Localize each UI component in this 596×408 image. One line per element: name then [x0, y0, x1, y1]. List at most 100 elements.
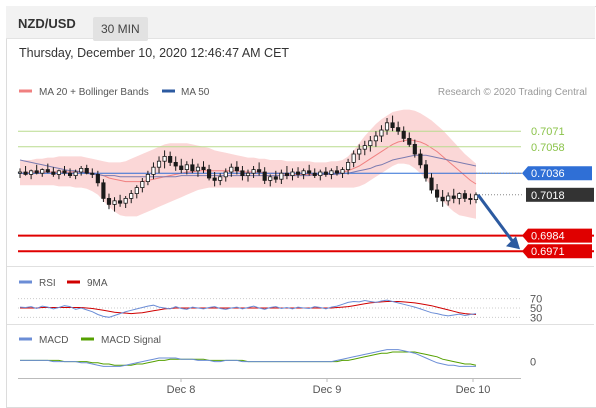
candle — [40, 168, 45, 177]
macd-panel: 0 — [20, 349, 536, 369]
candle-body — [284, 172, 289, 176]
candle-body — [179, 165, 184, 170]
candle — [473, 192, 479, 204]
candle — [301, 168, 306, 180]
candle — [262, 167, 267, 184]
candle-body — [268, 176, 273, 181]
candle-body — [56, 170, 61, 175]
x-tick-label: Dec 10 — [456, 384, 491, 396]
candle — [84, 164, 89, 175]
candle-body — [67, 172, 73, 176]
candle — [73, 169, 78, 180]
rsi-ma-legend-label: 9MA — [87, 278, 108, 289]
candle-body — [112, 200, 117, 205]
rsi-tick-label: 70 — [530, 294, 542, 306]
candle-body — [462, 193, 467, 199]
rsi-legend-label: RSI — [39, 278, 56, 289]
candle-body — [84, 167, 89, 174]
candle-body — [362, 145, 367, 150]
candle — [295, 167, 301, 178]
symbol-title: NZD/USD — [18, 16, 76, 31]
candle-body — [473, 194, 479, 201]
candle-body — [168, 155, 173, 163]
candle-body — [45, 169, 50, 173]
candle — [284, 166, 289, 180]
candle-body — [273, 176, 278, 180]
macd-tick-label: 0 — [530, 357, 536, 369]
candle — [273, 170, 278, 183]
level-tag-pivot — [522, 166, 592, 181]
ma50-legend-label: MA 50 — [181, 87, 210, 98]
macd-signal-legend-label: MACD Signal — [101, 335, 161, 346]
candle — [51, 167, 56, 177]
candle-body — [234, 166, 239, 172]
level-label: 0.7018 — [531, 190, 565, 202]
candle-body — [156, 160, 162, 168]
rsi-line — [19, 299, 477, 318]
candle-body — [390, 122, 395, 129]
candle-body — [346, 161, 351, 170]
level-label: 0.6971 — [531, 246, 565, 258]
candle — [396, 121, 401, 135]
candle — [45, 163, 50, 174]
candle — [179, 158, 184, 174]
candle — [418, 149, 423, 169]
candle — [340, 167, 345, 178]
candle-body — [218, 176, 223, 181]
candle-body — [307, 170, 312, 174]
candle-body — [351, 153, 356, 163]
candle-body — [29, 170, 34, 175]
candle — [407, 132, 412, 147]
candle-body — [407, 137, 412, 145]
candle-body — [412, 143, 417, 155]
candle-body — [223, 171, 228, 178]
candle-body — [279, 172, 284, 180]
candle — [457, 192, 462, 205]
candle — [140, 178, 145, 193]
candle — [334, 166, 340, 176]
candle — [290, 168, 295, 181]
candle — [129, 190, 134, 204]
level-tag-current — [526, 187, 594, 202]
candle — [23, 166, 28, 176]
level-label: 0.7036 — [531, 168, 565, 180]
candle-body — [95, 173, 100, 184]
candle — [307, 164, 312, 176]
rsi-legend-swatch — [19, 280, 32, 284]
candle — [368, 136, 373, 152]
ma50-legend-swatch — [162, 89, 175, 93]
candle-body — [229, 166, 234, 173]
candle-body — [340, 169, 345, 174]
macd-signal-legend-swatch — [81, 337, 94, 341]
candle — [401, 126, 406, 142]
candle-body — [184, 164, 189, 171]
candle — [34, 164, 39, 175]
candle — [184, 161, 189, 175]
candle — [207, 164, 212, 181]
level-label: 0.7071 — [531, 126, 565, 138]
candle-body — [106, 197, 112, 205]
candle-body — [212, 177, 217, 181]
candle — [112, 197, 117, 212]
candle-body — [323, 171, 328, 175]
timeframe-button[interactable]: 30 MIN — [93, 17, 148, 41]
candle-body — [295, 171, 301, 175]
candle — [312, 168, 317, 178]
candle-body — [379, 129, 384, 137]
candle — [435, 184, 440, 202]
candle — [240, 166, 245, 181]
candle — [412, 139, 417, 158]
candle-body — [290, 171, 295, 176]
macd-line — [20, 349, 476, 367]
rsi-tick-label: 50 — [530, 303, 542, 315]
candle-body — [257, 169, 262, 173]
candle — [257, 162, 262, 176]
candle — [123, 196, 128, 208]
ma20-legend-label: MA 20 + Bollinger Bands — [39, 87, 149, 98]
candle-body — [396, 127, 401, 132]
candle-body — [440, 196, 445, 202]
candle-body — [262, 171, 267, 181]
candle — [156, 156, 162, 174]
